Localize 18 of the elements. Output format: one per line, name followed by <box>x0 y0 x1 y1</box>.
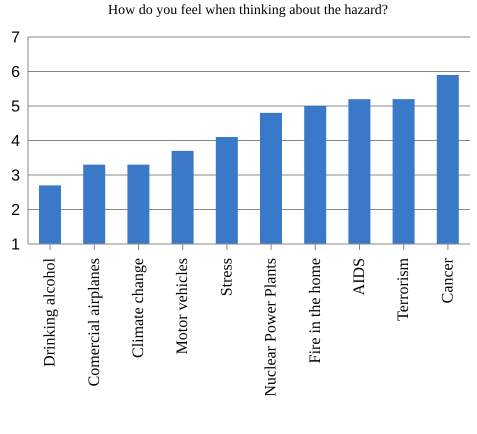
y-tick-label: 3 <box>11 168 20 185</box>
y-tick-label: 2 <box>11 202 20 220</box>
x-tick-label: Stress <box>218 258 236 296</box>
y-tick-label: 4 <box>11 133 20 150</box>
y-tick-label: 1 <box>11 236 20 254</box>
y-tick-label: 7 <box>11 30 20 47</box>
x-tick-label: Terrorism <box>395 257 412 321</box>
x-tick-label: Climate change <box>130 258 147 358</box>
x-tick-label: Cancer <box>439 257 456 304</box>
x-tick-label: Drinking alcohol <box>42 257 59 367</box>
chart-title: How do you feel when thinking about the hazard? <box>107 2 389 19</box>
x-tick-label: Nuclear Power Plants <box>262 258 280 397</box>
x-tick-label: AIDS <box>351 258 368 296</box>
y-tick-label: 5 <box>11 98 20 116</box>
x-tick-label: Motor vehicles <box>174 258 192 354</box>
x-tick-label: Fire in the home <box>306 258 324 364</box>
y-tick-label: 6 <box>11 64 20 82</box>
x-tick-label: Comercial airplanes <box>86 258 103 386</box>
